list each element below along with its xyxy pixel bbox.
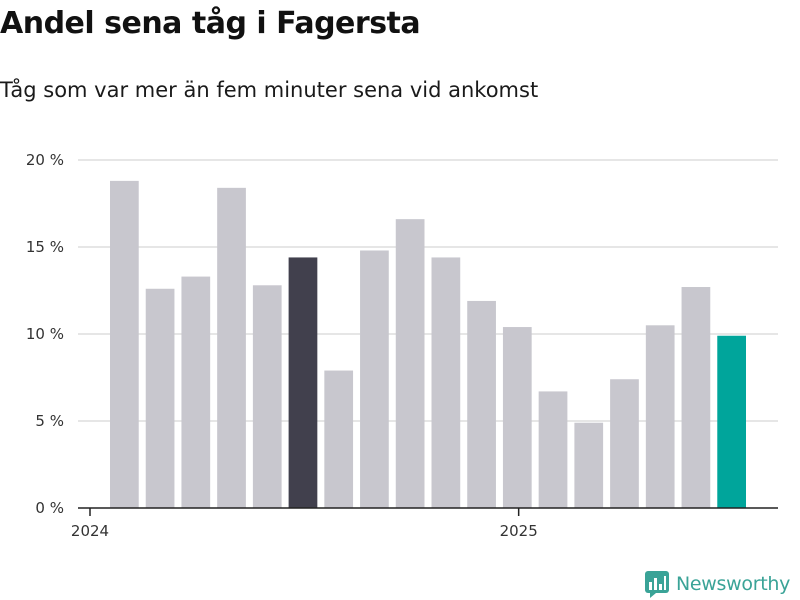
bar-2025-01 <box>538 391 568 508</box>
bar-2024-06 <box>288 257 318 508</box>
bar-2025-04 <box>645 325 675 508</box>
bar-2024-12 <box>502 327 532 508</box>
bar-2025-06 <box>717 335 746 508</box>
bar-2024-02 <box>145 288 175 508</box>
y-tick-label: 5 % <box>35 412 64 430</box>
bar-2025-02 <box>574 422 604 508</box>
newsworthy-logo: Newsworthy <box>644 570 790 598</box>
bar-2025-05 <box>681 287 711 508</box>
bar-2024-08 <box>360 250 389 509</box>
bar-2025-03 <box>610 379 639 508</box>
bar-chart-logo-icon <box>645 571 669 598</box>
bar-2024-04 <box>217 187 246 508</box>
y-tick-label: 0 % <box>35 499 64 517</box>
chart-subtitle: Tåg som var mer än fem minuter sena vid … <box>0 78 539 102</box>
bar-2024-05 <box>252 285 282 508</box>
x-tick-label: 2024 <box>71 522 109 540</box>
brand-name: Newsworthy <box>676 573 791 595</box>
y-tick-label: 10 % <box>26 325 64 343</box>
bar-2024-03 <box>181 276 211 508</box>
bar-2024-07 <box>324 370 354 508</box>
bar-2024-09 <box>395 219 425 508</box>
bar-2024-11 <box>467 300 496 508</box>
bar-chart: 0 % 5 % 10 % 15 % 20 % 2024 2025 <box>26 151 778 540</box>
bar-2024-10 <box>431 257 461 508</box>
x-tick-label: 2025 <box>500 522 538 540</box>
y-tick-label: 20 % <box>26 151 64 169</box>
chart-title: Andel sena tåg i Fagersta <box>0 6 421 41</box>
y-tick-label: 15 % <box>26 238 64 256</box>
bar-2024-01 <box>110 180 139 508</box>
